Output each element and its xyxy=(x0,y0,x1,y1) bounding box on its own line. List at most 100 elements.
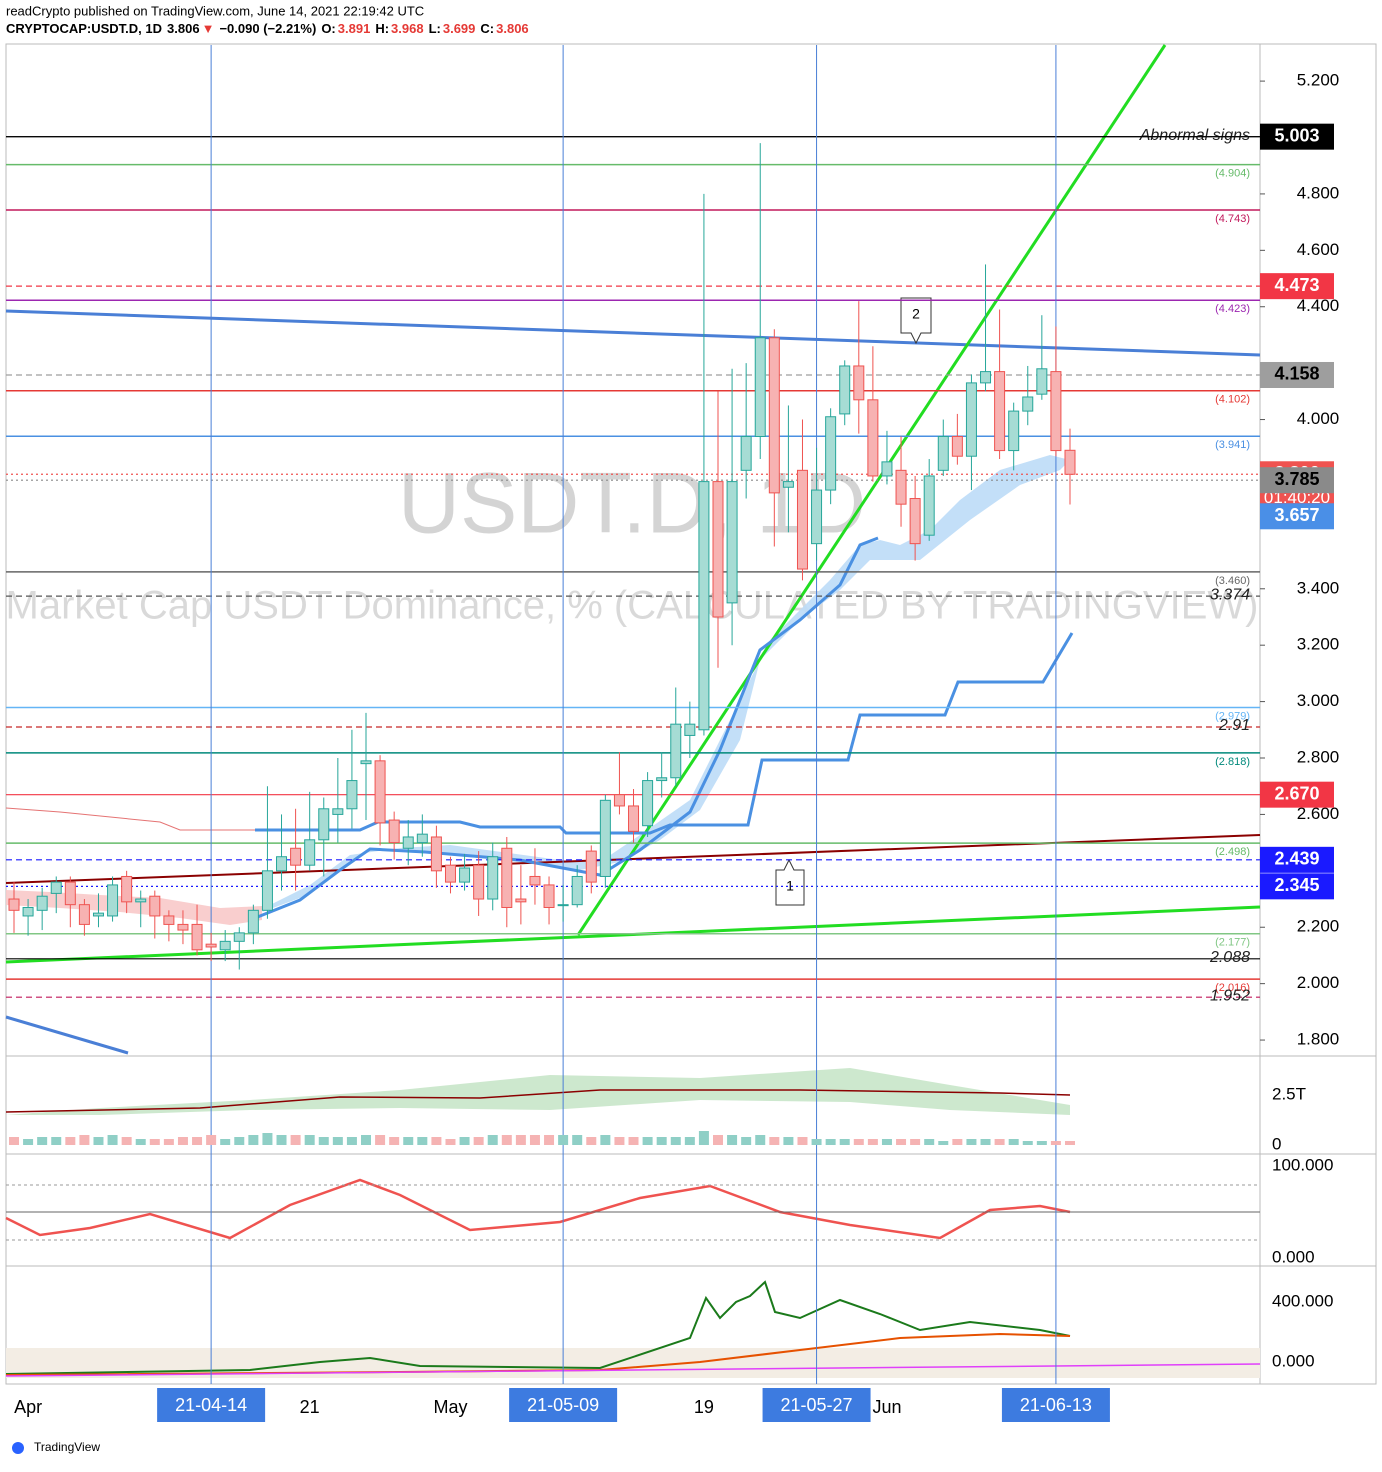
candle-body xyxy=(754,337,766,437)
volume-bar xyxy=(628,1137,639,1145)
volume-bar xyxy=(262,1133,273,1145)
quote-part: C: xyxy=(480,21,494,36)
candle-body xyxy=(107,884,119,917)
candle-body xyxy=(796,469,808,570)
date-badge xyxy=(509,1388,618,1422)
volume-bar xyxy=(966,1139,977,1145)
candle-body xyxy=(8,898,20,911)
callout: 1 xyxy=(775,858,805,906)
candle-body xyxy=(149,895,161,917)
volume-bar xyxy=(332,1137,343,1145)
volume-bar xyxy=(544,1135,555,1145)
candle-body xyxy=(811,489,823,545)
y-tick-label: 2.600 xyxy=(1297,804,1340,823)
price-badge-label: 2.439 xyxy=(1274,849,1319,869)
candle-body xyxy=(895,469,907,505)
candle-body xyxy=(881,461,893,477)
level-label: (4.423) xyxy=(1215,303,1250,315)
x-tick-label: Jun xyxy=(872,1397,901,1417)
volume-tick-label: 2.5T xyxy=(1272,1084,1306,1103)
price-badge-label: 3.657 xyxy=(1274,505,1319,525)
volume-bar xyxy=(713,1135,723,1145)
price-badge-label: 4.158 xyxy=(1274,364,1319,384)
x-tick-label: 21-06-13 xyxy=(1020,1395,1092,1415)
volume-bar xyxy=(163,1139,174,1145)
volume-bar xyxy=(839,1139,850,1145)
candle-body xyxy=(346,780,358,810)
price-badge-label: 2.670 xyxy=(1274,783,1319,803)
candle-body xyxy=(1036,368,1048,395)
volume-bar xyxy=(403,1137,414,1145)
y-tick-label: 4.000 xyxy=(1297,409,1340,428)
candle-body xyxy=(782,481,794,488)
candle-body xyxy=(867,399,879,477)
price-badge xyxy=(1260,273,1334,300)
price-badge xyxy=(1260,467,1334,494)
candle-body xyxy=(951,435,963,457)
volume-bar xyxy=(65,1137,76,1145)
volume-bar xyxy=(558,1135,569,1145)
level-label: (3.941) xyxy=(1215,439,1250,451)
candle-body xyxy=(684,723,696,736)
candle-body xyxy=(388,819,400,844)
candle-body xyxy=(50,881,62,894)
x-tick-label: 21 xyxy=(300,1397,320,1417)
candle-body xyxy=(276,856,288,872)
y-tick-label: 5.200 xyxy=(1297,71,1340,90)
candle-body xyxy=(656,777,668,782)
volume-bar xyxy=(431,1137,442,1145)
volume-bar xyxy=(896,1139,907,1145)
volume-bar xyxy=(23,1139,34,1145)
candle-body xyxy=(304,839,316,866)
volume-bar xyxy=(1050,1141,1061,1145)
callout-label: 1 xyxy=(786,878,794,894)
candle-body xyxy=(374,760,386,824)
quote-part: 3.699 xyxy=(443,21,476,36)
y-tick-label: 4.400 xyxy=(1297,296,1340,315)
candle-body xyxy=(459,867,471,883)
oscillator-tick-label: 100.000 xyxy=(1272,1156,1333,1175)
volume-bar xyxy=(93,1137,104,1145)
oscillator-line xyxy=(5,1178,1071,1240)
volume-bar xyxy=(1065,1141,1075,1145)
level-label: (4.102) xyxy=(1215,394,1250,406)
volume-bar xyxy=(149,1139,160,1145)
candle-body xyxy=(1064,449,1076,475)
candle-body xyxy=(1008,410,1020,452)
volume-bar xyxy=(304,1135,315,1145)
candle-body xyxy=(585,850,597,883)
quote-part: −0.090 (−2.21%) xyxy=(219,21,316,36)
candle-body xyxy=(290,847,302,866)
candle-body xyxy=(163,915,175,925)
volume-tick-label: 0 xyxy=(1272,1134,1281,1153)
volume-bar xyxy=(121,1137,132,1145)
date-badge xyxy=(157,1388,266,1422)
volume-bar xyxy=(980,1139,991,1145)
volume-bar xyxy=(206,1135,217,1145)
volume-bar xyxy=(9,1137,19,1145)
y-tick-label: 4.600 xyxy=(1297,240,1340,259)
candle-body xyxy=(994,371,1006,452)
candle-body xyxy=(909,498,921,545)
publish-line: readCrypto published on TradingView.com,… xyxy=(6,3,424,18)
volume-bar xyxy=(1022,1141,1033,1145)
level-label: (2.016) xyxy=(1215,982,1250,994)
candle-body xyxy=(825,416,837,491)
candle-body xyxy=(839,365,851,415)
quote-part: 3.806 xyxy=(167,21,200,36)
trendline-green xyxy=(5,905,1261,964)
volume-bar xyxy=(853,1139,864,1145)
quote-part: L: xyxy=(429,21,441,36)
note-label: 1.952 xyxy=(1210,987,1250,1004)
candle-body xyxy=(430,836,442,872)
volume-bar xyxy=(529,1135,540,1145)
candle-body xyxy=(78,904,90,925)
quote-part: 3.891 xyxy=(338,21,371,36)
volume-cloud xyxy=(6,1068,1070,1115)
volume-average xyxy=(5,1089,1071,1113)
volume-bar xyxy=(361,1135,371,1145)
x-tick-label: 21-05-27 xyxy=(781,1395,853,1415)
x-tick-label: 21-04-14 xyxy=(175,1395,247,1415)
y-tick-label: 2.800 xyxy=(1297,747,1340,766)
